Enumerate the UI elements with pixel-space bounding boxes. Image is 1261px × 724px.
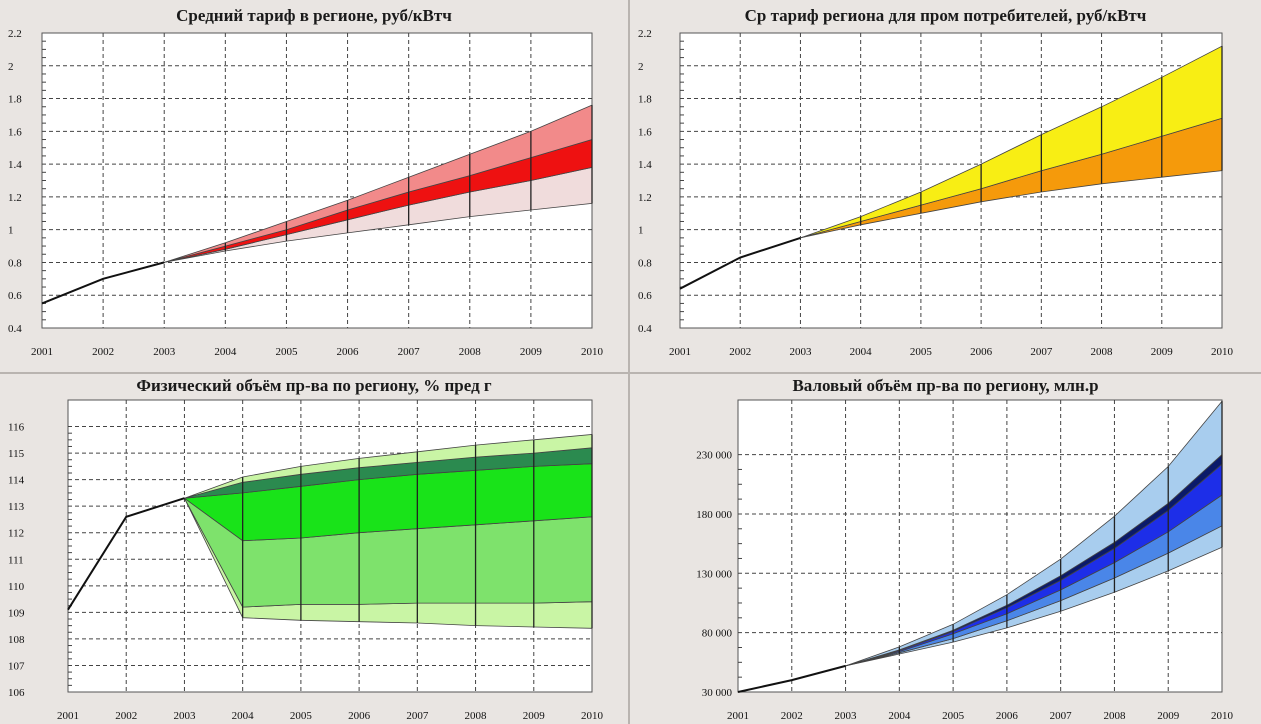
y-tick-label: 1.2 [638, 192, 652, 204]
x-tick-label: 2003 [789, 346, 812, 358]
x-tick-label: 2009 [1157, 710, 1180, 722]
y-tick-label: 107 [8, 660, 25, 672]
y-tick-label: 1 [8, 225, 14, 237]
y-tick-label: 0.8 [8, 257, 22, 269]
x-tick-label: 2004 [888, 710, 911, 722]
y-tick-label: 116 [8, 422, 25, 434]
y-tick-label: 1.4 [638, 159, 652, 171]
x-tick-label: 2004 [214, 346, 237, 358]
chart-panel-physical-volume: Физический объём пр-ва по региону, % пре… [0, 374, 628, 724]
chart-panel-avg-tariff: Средний тариф в регионе, руб/кВтч 2001 20… [0, 0, 628, 372]
chart-title: Валовый объём пр-ва по региону, млн.р [792, 376, 1099, 395]
y-tick-label: 1.6 [8, 126, 22, 138]
history-line [737, 664, 846, 693]
x-tick-label: 2004 [232, 710, 255, 722]
x-tick-label: 2002 [115, 710, 137, 722]
chart-title: Ср тариф региона для пром потребителей, … [744, 6, 1147, 25]
y-tick-label: 112 [8, 528, 24, 540]
y-tick-label: 2.2 [638, 28, 652, 40]
x-tick-label: 2003 [153, 346, 176, 358]
chart-title: Физический объём пр-ва по региону, % пре… [136, 376, 492, 395]
y-tick-label: 80 000 [702, 628, 733, 640]
x-tick-label: 2002 [729, 346, 751, 358]
x-tick-label: 2007 [398, 346, 421, 358]
y-tick-label: 0.4 [8, 323, 22, 335]
y-tick-label: 108 [8, 634, 25, 646]
y-tick-label: 1 [638, 225, 644, 237]
y-tick-label: 1.8 [8, 94, 22, 106]
avg-tariff-chart: 2001 2002 2003 2004 2005 2006 2007 2008 2009 2010… [8, 28, 604, 358]
x-tick-label: 2003 [835, 710, 858, 722]
y-tick-label: 2.2 [8, 28, 22, 40]
y-tick-label: 0.6 [8, 290, 22, 302]
x-tick-label: 2001 [31, 346, 53, 358]
y-tick-label: 115 [8, 448, 25, 460]
x-tick-label: 2003 [173, 710, 196, 722]
y-tick-label: 1.6 [638, 126, 652, 138]
physical-volume-chart: 2001 2002 2003 2004 2005 2006 2007 2008 2009 2010… [8, 399, 604, 722]
x-tick-label: 2002 [781, 710, 803, 722]
x-tick-label: 2008 [459, 346, 482, 358]
x-tick-label: 2007 [1050, 710, 1073, 722]
x-tick-label: 2010 [581, 346, 604, 358]
y-tick-label: 30 000 [702, 687, 733, 699]
x-tick-label: 2006 [348, 710, 371, 722]
x-tick-label: 2007 [406, 710, 429, 722]
x-tick-label: 2001 [57, 710, 79, 722]
y-tick-label: 1.8 [638, 94, 652, 106]
chart-title: Средний тариф в регионе, руб/кВтч [176, 6, 452, 25]
chart-panel-industrial-tariff: Ср тариф региона для пром потребителей, … [630, 0, 1261, 372]
y-tick-label: 1.4 [8, 159, 22, 171]
x-tick-label: 2007 [1030, 346, 1053, 358]
y-tick-label: 106 [8, 687, 25, 699]
y-tick-label: 111 [8, 554, 24, 566]
x-tick-label: 2006 [996, 710, 1019, 722]
x-tick-label: 2006 [970, 346, 993, 358]
y-tick-label: 130 000 [696, 568, 732, 580]
gross-volume-chart: 2001 2002 2003 2004 2005 2006 2007 2008 2009 2010… [696, 399, 1234, 722]
horizontal-divider [0, 372, 1261, 374]
x-tick-label: 2002 [92, 346, 114, 358]
x-tick-label: 2005 [290, 710, 313, 722]
x-tick-label: 2010 [1211, 346, 1234, 358]
y-tick-label: 0.8 [638, 257, 652, 269]
y-tick-label: 114 [8, 475, 25, 487]
x-tick-label: 2008 [1091, 346, 1114, 358]
x-tick-label: 2001 [669, 346, 691, 358]
y-tick-label: 109 [8, 607, 25, 619]
x-tick-label: 2006 [337, 346, 360, 358]
x-tick-label: 2009 [1151, 346, 1174, 358]
history-line [67, 497, 185, 611]
y-tick-label: 1.2 [8, 192, 22, 204]
x-tick-label: 2001 [727, 710, 749, 722]
x-tick-label: 2010 [1211, 710, 1234, 722]
y-tick-label: 180 000 [696, 509, 732, 521]
y-tick-label: 0.6 [638, 290, 652, 302]
x-tick-label: 2008 [1103, 710, 1126, 722]
vertical-divider [628, 0, 630, 724]
y-tick-label: 0.4 [638, 323, 652, 335]
y-tick-label: 113 [8, 501, 25, 513]
industrial-tariff-chart: 2001 2002 2003 2004 2005 2006 2007 2008 2009 2010… [638, 28, 1234, 358]
y-tick-label: 110 [8, 581, 25, 593]
x-tick-label: 2005 [942, 710, 965, 722]
x-tick-label: 2005 [910, 346, 933, 358]
x-tick-label: 2009 [523, 710, 546, 722]
history-line [679, 236, 801, 290]
x-tick-label: 2004 [850, 346, 873, 358]
x-tick-label: 2010 [581, 710, 604, 722]
y-tick-label: 2 [8, 61, 14, 73]
x-tick-label: 2009 [520, 346, 543, 358]
x-tick-label: 2005 [275, 346, 298, 358]
y-tick-label: 2 [638, 61, 644, 73]
history-line [41, 261, 165, 305]
y-tick-label: 230 000 [696, 450, 732, 462]
x-tick-label: 2008 [465, 710, 488, 722]
chart-panel-gross-volume: Валовый объём пр-ва по региону, млн.р 20… [630, 374, 1261, 724]
